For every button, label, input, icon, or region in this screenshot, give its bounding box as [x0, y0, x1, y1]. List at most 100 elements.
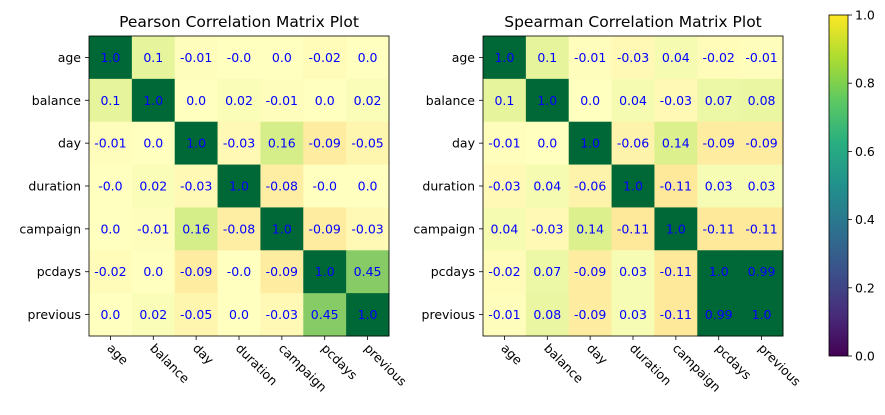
heatmap-cell [697, 36, 741, 80]
cell-value-label: -0.11 [660, 179, 692, 194]
cell-value-label: -0.03 [180, 179, 212, 194]
heatmap-cell [568, 293, 613, 337]
cell-value-label: -0.03 [660, 93, 692, 108]
cell-value-label: 0.0 [100, 307, 120, 322]
heatmap-cell [697, 250, 741, 294]
heatmap-cell [654, 121, 698, 166]
cell-value-label: 0.02 [354, 93, 382, 108]
heatmap-cell [260, 207, 304, 251]
x-tick-label: duration [627, 341, 675, 389]
heatmap-cell [346, 164, 390, 208]
heatmap-cell [346, 207, 390, 251]
x-tick-label: duration [233, 341, 281, 389]
cell-value-label: -0.09 [309, 221, 341, 236]
y-tick-label: duration [28, 179, 81, 194]
heatmap-cell [611, 164, 655, 208]
cell-value-label: -0.09 [309, 136, 341, 151]
cell-value-label: -0.01 [574, 50, 606, 65]
heatmap-cell [611, 207, 655, 251]
colorbar-tick-label: 0.0 [855, 349, 875, 364]
cell-value-label: -0.11 [617, 221, 649, 236]
x-tick-label: age [498, 341, 525, 368]
cell-value-label: -0.08 [223, 221, 255, 236]
heatmap-cell [525, 207, 570, 251]
cell-value-label: -0.01 [488, 136, 520, 151]
cell-value-label: 1.0 [752, 307, 772, 322]
cell-value-label: 1.0 [666, 221, 686, 236]
y-tick-label: age [58, 50, 82, 65]
heatmap-cell [174, 207, 219, 251]
y-tick-label: previous [28, 307, 81, 322]
y-tick-label: duration [422, 179, 475, 194]
heatmap-cell [697, 293, 741, 337]
y-tick-label: day [452, 136, 476, 151]
cell-value-label: 1.0 [229, 179, 249, 194]
cell-value-label: 0.0 [143, 136, 163, 151]
heatmap-cell [131, 164, 176, 208]
heatmap-cell [654, 207, 698, 251]
heatmap-cell [654, 78, 698, 123]
heatmap-cell [217, 250, 261, 294]
cell-value-label: -0.02 [94, 264, 126, 279]
cell-value-label: 1.0 [709, 264, 729, 279]
heatmap-cell [697, 207, 741, 251]
cell-value-label: -0.09 [266, 264, 298, 279]
cell-value-label: 1.0 [358, 307, 378, 322]
heatmap-cell [217, 78, 261, 123]
cell-value-label: -0.11 [660, 307, 692, 322]
cell-value-label: -0.09 [574, 307, 606, 322]
heatmap-cell [303, 250, 347, 294]
heatmap-cell [346, 293, 390, 337]
heatmap-cell [89, 293, 133, 337]
cell-value-label: 0.99 [705, 307, 733, 322]
pearson-heatmap: Pearson Correlation Matrix Plot 1.0 0.1 -0.… [19, 13, 409, 395]
cell-value-label: 0.03 [619, 264, 647, 279]
cell-value-label: 1.0 [186, 136, 206, 151]
heatmap-cell [260, 164, 304, 208]
heatmap-cell [303, 78, 347, 123]
cell-value-label: -0.09 [180, 264, 212, 279]
heatmap-cell [611, 293, 655, 337]
cell-value-label: -0.05 [351, 136, 383, 151]
x-tick-label: previous [755, 341, 803, 389]
heatmap-cell [483, 121, 527, 166]
heatmap-cell [525, 293, 570, 337]
x-tick-label: previous [361, 341, 409, 389]
cell-value-label: -0.02 [703, 50, 735, 65]
heatmap-cell [174, 121, 219, 166]
cell-value-label: 1.0 [580, 136, 600, 151]
cell-value-label: -0.0 [98, 179, 122, 194]
heatmap-cell [217, 164, 261, 208]
cell-value-label: 0.14 [576, 221, 604, 236]
heatmap-cell [174, 250, 219, 294]
colorbar-ticks: 0.0 0.2 0.4 0.6 0.8 1.0 [848, 8, 875, 364]
heatmap-cell [568, 250, 613, 294]
heatmap-cell [483, 207, 527, 251]
cell-value-label: 0.02 [139, 179, 167, 194]
cell-value-label: 0.16 [182, 221, 210, 236]
cell-value-label: -0.11 [660, 264, 692, 279]
heatmap-cell [525, 78, 570, 123]
cell-value-label: 0.08 [748, 93, 776, 108]
heatmap-cell [483, 250, 527, 294]
heatmap-cell [483, 36, 527, 80]
chart-title: Pearson Correlation Matrix Plot [119, 13, 359, 31]
heatmap-cell [303, 293, 347, 337]
heatmap-cell [131, 293, 176, 337]
heatmap-cell [260, 250, 304, 294]
heatmap-cell [525, 36, 570, 80]
heatmap-cell [260, 293, 304, 337]
cell-value-label: 0.0 [315, 93, 335, 108]
heatmap-cell [525, 121, 570, 166]
heatmap-cell [740, 78, 784, 123]
heatmap-cell [303, 164, 347, 208]
cell-value-label: -0.03 [351, 221, 383, 236]
colorbar: 0.0 0.2 0.4 0.6 0.8 1.0 [828, 8, 875, 364]
cell-value-label: -0.06 [617, 136, 649, 151]
cell-value-label: -0.01 [180, 50, 212, 65]
cell-value-label: -0.09 [703, 136, 735, 151]
cell-value-label: 0.0 [229, 307, 249, 322]
heatmap-cell [611, 36, 655, 80]
heatmap-cell [611, 78, 655, 123]
heatmap-cell [568, 78, 613, 123]
